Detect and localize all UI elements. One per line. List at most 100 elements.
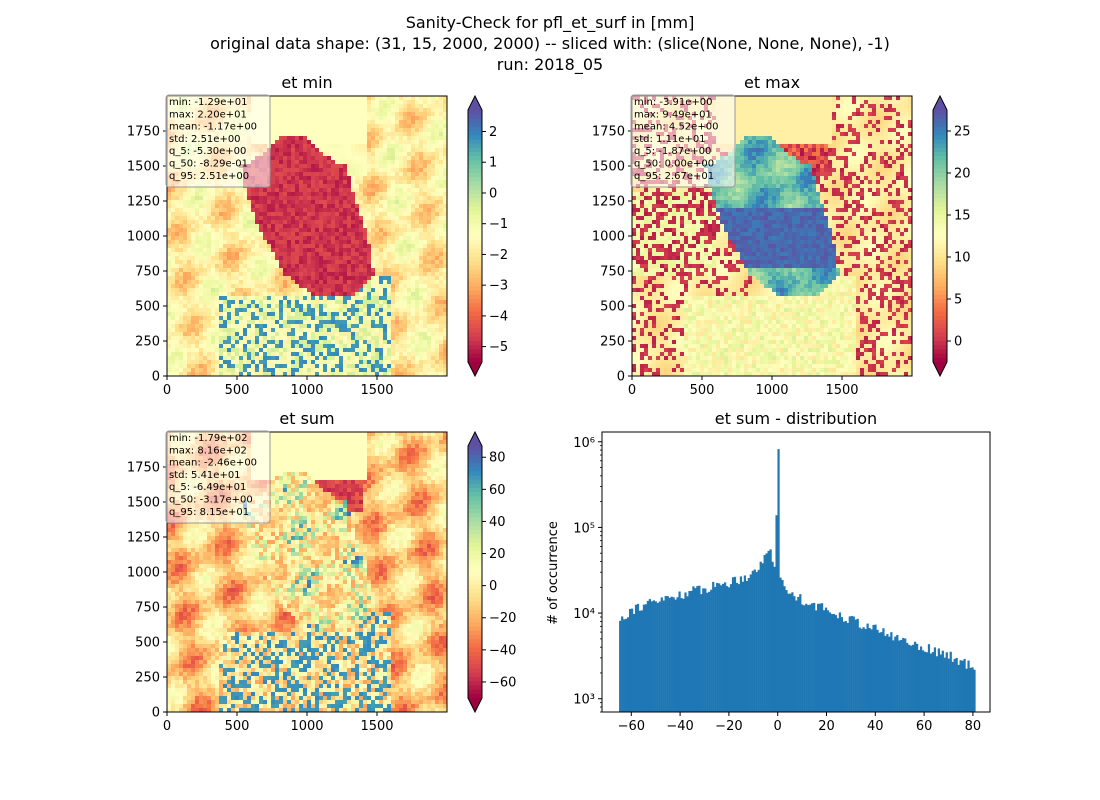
heatmap-cell (275, 320, 280, 325)
heatmap-cell (291, 268, 296, 273)
heatmap-cell (331, 368, 336, 373)
heatmap-cell (183, 316, 188, 321)
heatmap-cell (271, 204, 276, 209)
heatmap-cell (291, 132, 296, 137)
heatmap-cell (431, 336, 436, 341)
heatmap-cell (335, 116, 340, 121)
heatmap-cell (359, 116, 364, 121)
heatmap-cell (179, 372, 184, 376)
heatmap-cell (203, 300, 208, 305)
heatmap-cell (251, 188, 256, 193)
heatmap-cell (395, 268, 400, 273)
heatmap-cell (419, 240, 424, 245)
heatmap-cell (215, 300, 220, 305)
heatmap-cell (403, 344, 408, 349)
heatmap-cell (439, 292, 444, 297)
heatmap-cell (423, 276, 428, 281)
heatmap-cell (371, 332, 376, 337)
heatmap-cell (431, 364, 436, 369)
heatmap-cell (375, 144, 380, 149)
heatmap-cell (347, 228, 352, 233)
heatmap-cell (347, 300, 352, 305)
heatmap-cell (367, 232, 372, 237)
heatmap-cell (431, 140, 436, 145)
heatmap-cell (375, 236, 380, 241)
heatmap-cell (319, 300, 324, 305)
heatmap-cell (259, 204, 264, 209)
heatmap-cell (275, 168, 280, 173)
heatmap-cell (439, 224, 444, 229)
heatmap-cell (363, 120, 368, 125)
heatmap-cell (287, 96, 292, 101)
heatmap-cell (331, 184, 336, 189)
heatmap-cell (363, 292, 368, 297)
heatmap-cell (375, 368, 380, 373)
colorbar-segment (468, 290, 482, 296)
heatmap-cell (319, 256, 324, 261)
heatmap-cell (355, 364, 360, 369)
heatmap-cell (315, 344, 320, 349)
heatmap-cell (319, 280, 324, 285)
heatmap-cell (279, 320, 284, 325)
heatmap-cell (259, 352, 264, 357)
heatmap-cell (387, 284, 392, 289)
heatmap-cell (255, 236, 260, 241)
heatmap-cell (239, 248, 244, 253)
heatmap-cell (215, 240, 220, 245)
heatmap-cell (167, 248, 172, 253)
heatmap-cell (403, 336, 408, 341)
heatmap-cell (223, 308, 228, 313)
heatmap-cell (247, 196, 252, 201)
heatmap-cell (439, 144, 444, 149)
heatmap-cell (371, 204, 376, 209)
heatmap-cell (227, 360, 232, 365)
heatmap-cell (283, 304, 288, 309)
heatmap-cell (347, 160, 352, 165)
heatmap-cell (279, 196, 284, 201)
heatmap-cell (367, 96, 372, 101)
heatmap-cell (243, 212, 248, 217)
heatmap-cell (199, 320, 204, 325)
heatmap-cell (291, 208, 296, 213)
heatmap-cell (275, 260, 280, 265)
heatmap-cell (383, 156, 388, 161)
heatmap-cell (331, 108, 336, 113)
heatmap-cell (275, 244, 280, 249)
heatmap-cell (231, 316, 236, 321)
heatmap-cell (291, 144, 296, 149)
heatmap-cell (307, 172, 312, 177)
heatmap-cell (307, 188, 312, 193)
heatmap-cell (287, 124, 292, 129)
heatmap-cell (395, 324, 400, 329)
heatmap-cell (327, 184, 332, 189)
colorbar-segment (468, 244, 482, 249)
heatmap-cell (223, 268, 228, 273)
heatmap-cell (415, 128, 420, 133)
heatmap-cell (207, 284, 212, 289)
heatmap-cell (195, 244, 200, 249)
heatmap-cell (363, 188, 368, 193)
heatmap-cell (339, 324, 344, 329)
heatmap-cell (391, 128, 396, 133)
heatmap-cell (215, 352, 220, 357)
heatmap-cell (403, 304, 408, 309)
heatmap-cell (395, 248, 400, 253)
heatmap-cell (383, 284, 388, 289)
heatmap-cell (347, 288, 352, 293)
heatmap-cell (235, 340, 240, 345)
heatmap-cell (435, 204, 440, 209)
suptitle-line-2: original data shape: (31, 15, 2000, 2000… (210, 34, 890, 53)
heatmap-cell (335, 136, 340, 141)
heatmap-cell (347, 208, 352, 213)
heatmap-cell (167, 288, 172, 293)
heatmap-cell (259, 344, 264, 349)
heatmap-cell (195, 200, 200, 205)
heatmap-cell (351, 316, 356, 321)
heatmap-cell (423, 152, 428, 157)
heatmap-cell (427, 180, 432, 185)
heatmap-cell (211, 348, 216, 353)
heatmap-cell (379, 248, 384, 253)
heatmap-cell (375, 348, 380, 353)
heatmap-cell (415, 308, 420, 313)
heatmap-cell (275, 180, 280, 185)
